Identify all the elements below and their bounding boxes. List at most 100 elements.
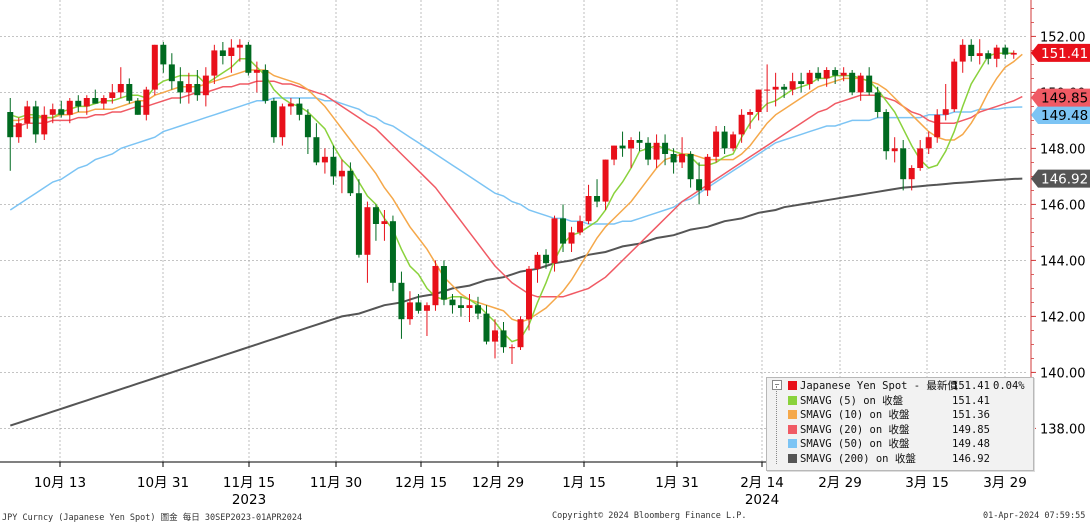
candle (968, 39, 975, 62)
x-tick-label: 10月 13 (34, 475, 86, 491)
candle (143, 86, 150, 121)
candle (883, 109, 890, 160)
candle (134, 98, 141, 115)
candle (942, 84, 949, 121)
candle-body (857, 75, 864, 93)
candle (713, 126, 720, 163)
candle-body (747, 112, 754, 115)
candle (287, 98, 294, 115)
candle (823, 67, 830, 87)
candle (1010, 50, 1017, 59)
candle-body (330, 156, 337, 177)
candle-body (262, 70, 269, 101)
candle (483, 305, 490, 345)
candle (509, 344, 515, 364)
x-year-label: 2024 (745, 492, 779, 508)
candle (313, 123, 320, 166)
legend-series-name: SMAVG (200) on 收盤 (800, 453, 916, 465)
candle-body (806, 72, 813, 84)
candle-body (372, 207, 379, 224)
last-value-tag-label: 146.92 (1041, 172, 1088, 188)
candle (355, 179, 362, 258)
candle (262, 64, 269, 104)
candle (985, 50, 992, 65)
candle (976, 39, 983, 65)
candle (934, 109, 941, 143)
candle (908, 165, 915, 191)
candle-body (628, 140, 635, 149)
candle (228, 39, 235, 73)
candle (296, 98, 303, 121)
candle (517, 316, 524, 350)
candle-body (338, 170, 345, 177)
candle (432, 260, 439, 311)
y-axis: 152.00150.00148.00146.00144.00142.00140.… (1030, 0, 1086, 470)
candle (959, 39, 966, 73)
last-value-tag: 149.85 (1031, 88, 1090, 107)
candle-body (457, 305, 464, 308)
candle-body (951, 61, 958, 110)
candle (645, 137, 652, 166)
candle-body (866, 75, 873, 93)
candle-body (466, 305, 473, 308)
x-tick-label: 2月 14 (740, 475, 784, 491)
x-tick-label: 10月 31 (137, 475, 189, 491)
last-value-tag-shape (1031, 88, 1090, 107)
candle (194, 70, 201, 101)
candle (474, 296, 481, 320)
candle-body (925, 137, 932, 149)
legend-series-name: SMAVG (5) on 收盤 (800, 394, 904, 407)
last-value-tag-label: 149.85 (1041, 91, 1088, 107)
candle-body (509, 347, 515, 349)
y-tick-label: 142.00 (1040, 310, 1086, 325)
candle-body (134, 100, 141, 115)
candle (151, 44, 158, 96)
candle-body (202, 75, 209, 96)
candle-body (534, 254, 541, 269)
candle-body (704, 156, 711, 191)
x-tick-label: 11月 15 (223, 475, 275, 491)
candle (577, 215, 584, 236)
ma-line (9, 97, 1023, 225)
candle-body (415, 302, 422, 311)
candle (32, 100, 39, 143)
candle-body (653, 142, 660, 160)
candle (100, 95, 107, 110)
candle (347, 162, 354, 196)
candle (551, 215, 558, 272)
candle (662, 134, 669, 166)
candle (219, 42, 226, 65)
candle (491, 319, 498, 359)
candle-body (253, 70, 260, 73)
candle-body (670, 154, 677, 163)
candle (849, 70, 856, 96)
candle (738, 109, 745, 143)
x-tick-label: 12月 15 (395, 475, 447, 491)
y-tick-label: 152.00 (1040, 30, 1086, 45)
last-value-tag-label: 149.48 (1041, 108, 1088, 124)
last-value-tag-shape (1031, 43, 1090, 62)
candle (168, 53, 175, 90)
candle-body (789, 81, 796, 90)
candle (253, 61, 260, 93)
y-tick-label: 144.00 (1040, 254, 1086, 269)
candle-body (883, 112, 890, 152)
candle (721, 126, 728, 154)
candle (92, 89, 99, 104)
candle-body (406, 302, 413, 320)
candle-body (364, 207, 371, 255)
candle (364, 201, 371, 283)
candle-body (440, 266, 447, 300)
candle-body (942, 109, 949, 115)
candle-body (611, 145, 618, 160)
legend-series-value: 149.85 (952, 423, 990, 436)
legend-collapse-icon[interactable]: − (772, 380, 782, 390)
legend-swatch (788, 395, 797, 405)
candle-body (92, 98, 99, 104)
legend-series-name: SMAVG (20) on 收盤 (800, 423, 910, 436)
candle (543, 249, 550, 269)
candle-body (764, 89, 771, 91)
candle (457, 296, 464, 317)
